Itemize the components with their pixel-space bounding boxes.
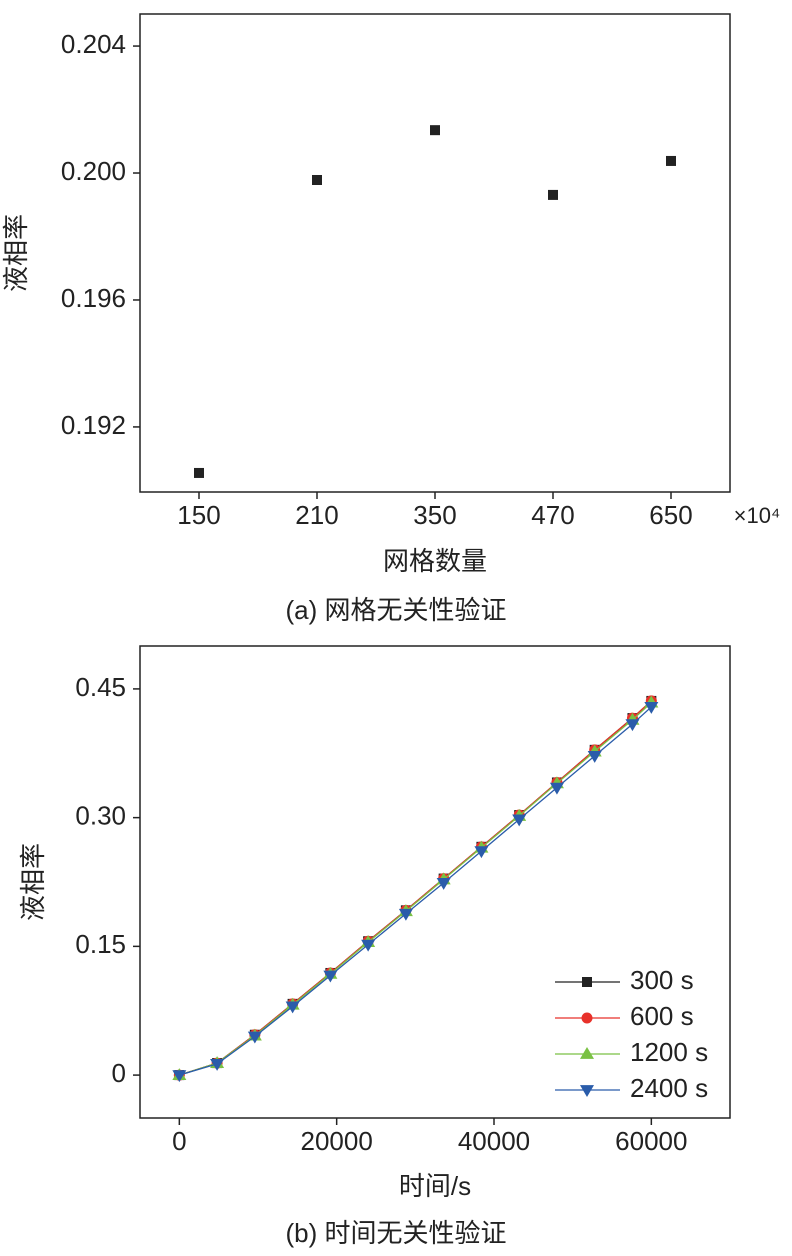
plot-frame: [139, 645, 731, 1119]
marker: [582, 977, 592, 987]
marker: [210, 1059, 225, 1071]
legend-label: 300 s: [630, 965, 694, 995]
legend-label: 1200 s: [630, 1037, 708, 1067]
x-tick-label: 0: [172, 1126, 186, 1156]
x-tick-label: 40000: [458, 1126, 530, 1156]
marker: [312, 174, 322, 185]
x-multiplier: ×10⁴: [734, 503, 781, 528]
marker: [285, 1001, 300, 1014]
legend-label: 600 s: [630, 1001, 694, 1031]
x-axis-label: 时间/s: [399, 1171, 471, 1201]
marker: [323, 970, 338, 983]
x-tick-label: 210: [295, 500, 338, 530]
y-tick-label: 0.30: [75, 801, 126, 831]
series-line: [179, 700, 652, 1076]
plot-frame: [139, 13, 731, 493]
x-axis-label: 网格数量: [383, 546, 487, 576]
marker: [548, 189, 558, 200]
marker: [581, 1012, 593, 1024]
marker: [436, 877, 451, 890]
caption: (a) 网格无关性验证: [285, 595, 506, 625]
marker: [587, 750, 602, 763]
y-tick-label: 0.192: [61, 410, 126, 440]
marker: [247, 1031, 262, 1044]
x-tick-label: 20000: [301, 1126, 373, 1156]
x-tick-label: 470: [531, 500, 574, 530]
x-tick-label: 150: [177, 500, 220, 530]
series-line: [179, 700, 652, 1076]
y-axis-label: 液相率: [1, 214, 31, 292]
y-axis-label: 液相率: [18, 843, 48, 921]
marker: [512, 814, 527, 827]
x-tick-label: 60000: [615, 1126, 687, 1156]
x-tick-label: 650: [649, 500, 692, 530]
marker: [474, 846, 489, 859]
series-line: [179, 702, 652, 1076]
y-tick-label: 0.45: [75, 672, 126, 702]
marker: [625, 719, 640, 732]
caption: (b) 时间无关性验证: [285, 1218, 506, 1248]
y-tick-label: 0.200: [61, 156, 126, 186]
marker: [549, 782, 564, 795]
series-line: [179, 706, 652, 1076]
marker: [580, 1047, 594, 1059]
x-tick-label: 350: [413, 500, 456, 530]
marker: [580, 1085, 594, 1097]
marker: [430, 125, 440, 136]
marker: [172, 1070, 187, 1083]
marker: [361, 939, 376, 952]
legend-label: 2400 s: [630, 1073, 708, 1103]
marker: [666, 155, 676, 166]
marker: [644, 702, 659, 714]
y-tick-label: 0.196: [61, 283, 126, 313]
y-tick-label: 0.204: [61, 29, 126, 59]
marker: [398, 908, 413, 921]
y-tick-label: 0: [112, 1058, 126, 1088]
y-tick-label: 0.15: [75, 929, 126, 959]
marker: [194, 467, 204, 478]
